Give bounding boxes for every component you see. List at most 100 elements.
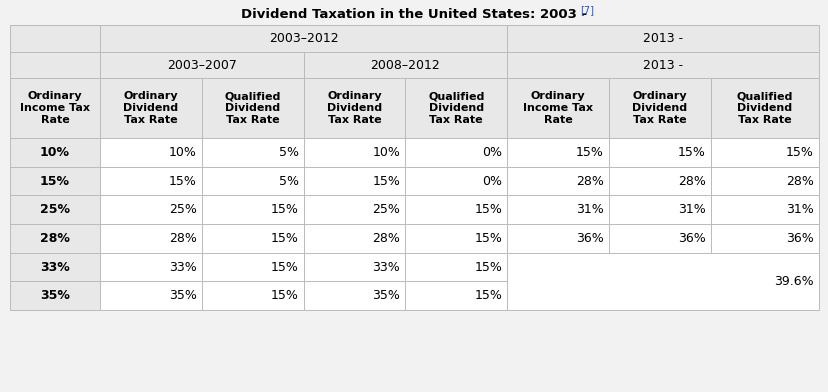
Bar [608, 195, 710, 224]
Text: 25%: 25% [169, 203, 196, 216]
Text: Ordinary
Dividend
Tax Rate: Ordinary Dividend Tax Rate [326, 91, 382, 125]
Text: 39.6%: 39.6% [773, 275, 813, 288]
Text: 5%: 5% [278, 174, 298, 187]
Text: 15%: 15% [474, 289, 502, 302]
Text: 28%: 28% [372, 232, 400, 245]
Text: 15%: 15% [785, 146, 813, 159]
Text: 36%: 36% [785, 232, 813, 245]
Text: 31%: 31% [575, 203, 603, 216]
Bar [710, 224, 818, 253]
Bar [10, 167, 100, 195]
Text: 15%: 15% [40, 174, 70, 187]
Bar [201, 253, 303, 281]
Bar [507, 52, 818, 78]
Bar [100, 78, 201, 138]
Bar [507, 253, 608, 281]
Bar [710, 167, 818, 195]
Bar [710, 253, 818, 281]
Text: 36%: 36% [677, 232, 705, 245]
Bar [100, 195, 201, 224]
Bar [710, 78, 818, 138]
Text: 15%: 15% [271, 203, 298, 216]
Bar [201, 195, 303, 224]
Bar [10, 52, 100, 78]
Bar [201, 281, 303, 310]
Text: Qualified
Dividend
Tax Rate: Qualified Dividend Tax Rate [427, 91, 484, 125]
Text: 15%: 15% [372, 174, 400, 187]
Bar [303, 195, 405, 224]
Bar [100, 167, 201, 195]
Text: Ordinary
Dividend
Tax Rate: Ordinary Dividend Tax Rate [632, 91, 686, 125]
Text: 15%: 15% [575, 146, 603, 159]
Bar [201, 138, 303, 167]
Bar [100, 253, 201, 281]
Text: 15%: 15% [271, 261, 298, 274]
Bar [710, 138, 818, 167]
Bar [507, 195, 608, 224]
Text: 15%: 15% [169, 174, 196, 187]
Bar [507, 78, 608, 138]
Text: 5%: 5% [278, 146, 298, 159]
Text: 28%: 28% [676, 174, 705, 187]
Bar [507, 25, 818, 52]
Text: 2003–2012: 2003–2012 [268, 32, 338, 45]
Text: 28%: 28% [169, 232, 196, 245]
Bar [608, 167, 710, 195]
Bar [507, 253, 818, 310]
Text: 28%: 28% [40, 232, 70, 245]
Text: 2013 -: 2013 - [643, 32, 682, 45]
Bar [303, 224, 405, 253]
Text: 25%: 25% [372, 203, 400, 216]
Text: 36%: 36% [575, 232, 603, 245]
Text: 15%: 15% [271, 289, 298, 302]
Text: 15%: 15% [474, 203, 502, 216]
Bar [405, 167, 507, 195]
Text: 31%: 31% [677, 203, 705, 216]
Bar [10, 78, 100, 138]
Bar [608, 224, 710, 253]
Bar [100, 224, 201, 253]
Bar [405, 78, 507, 138]
Bar [10, 253, 100, 281]
Bar [608, 281, 710, 310]
Text: 33%: 33% [372, 261, 400, 274]
Bar [100, 281, 201, 310]
Bar [608, 78, 710, 138]
Text: 33%: 33% [169, 261, 196, 274]
Text: Ordinary
Income Tax
Rate: Ordinary Income Tax Rate [20, 91, 90, 125]
Bar [303, 281, 405, 310]
Text: 31%: 31% [785, 203, 813, 216]
Text: 15%: 15% [676, 146, 705, 159]
Bar [303, 138, 405, 167]
Bar [405, 224, 507, 253]
Bar [100, 25, 507, 52]
Text: 2008–2012: 2008–2012 [370, 58, 440, 71]
Bar [303, 167, 405, 195]
Bar [10, 195, 100, 224]
Text: Qualified
Dividend
Tax Rate: Qualified Dividend Tax Rate [736, 91, 792, 125]
Bar [303, 253, 405, 281]
Bar [201, 167, 303, 195]
Text: 33%: 33% [40, 261, 70, 274]
Bar [608, 253, 710, 281]
Text: 28%: 28% [575, 174, 603, 187]
Bar [405, 253, 507, 281]
Text: 35%: 35% [372, 289, 400, 302]
Bar [303, 78, 405, 138]
Text: Ordinary
Income Tax
Rate: Ordinary Income Tax Rate [522, 91, 592, 125]
Text: 10%: 10% [372, 146, 400, 159]
Text: Ordinary
Dividend
Tax Rate: Ordinary Dividend Tax Rate [123, 91, 178, 125]
Text: Qualified
Dividend
Tax Rate: Qualified Dividend Tax Rate [224, 91, 281, 125]
Bar [507, 224, 608, 253]
Text: 10%: 10% [40, 146, 70, 159]
Text: Dividend Taxation in the United States: 2003 -: Dividend Taxation in the United States: … [241, 7, 587, 20]
Bar [100, 138, 201, 167]
Bar [608, 138, 710, 167]
Bar [710, 195, 818, 224]
Text: 0%: 0% [482, 174, 502, 187]
Text: 0%: 0% [482, 146, 502, 159]
Text: [7]: [7] [580, 5, 594, 15]
Text: 35%: 35% [40, 289, 70, 302]
Text: 28%: 28% [785, 174, 813, 187]
Bar [507, 167, 608, 195]
